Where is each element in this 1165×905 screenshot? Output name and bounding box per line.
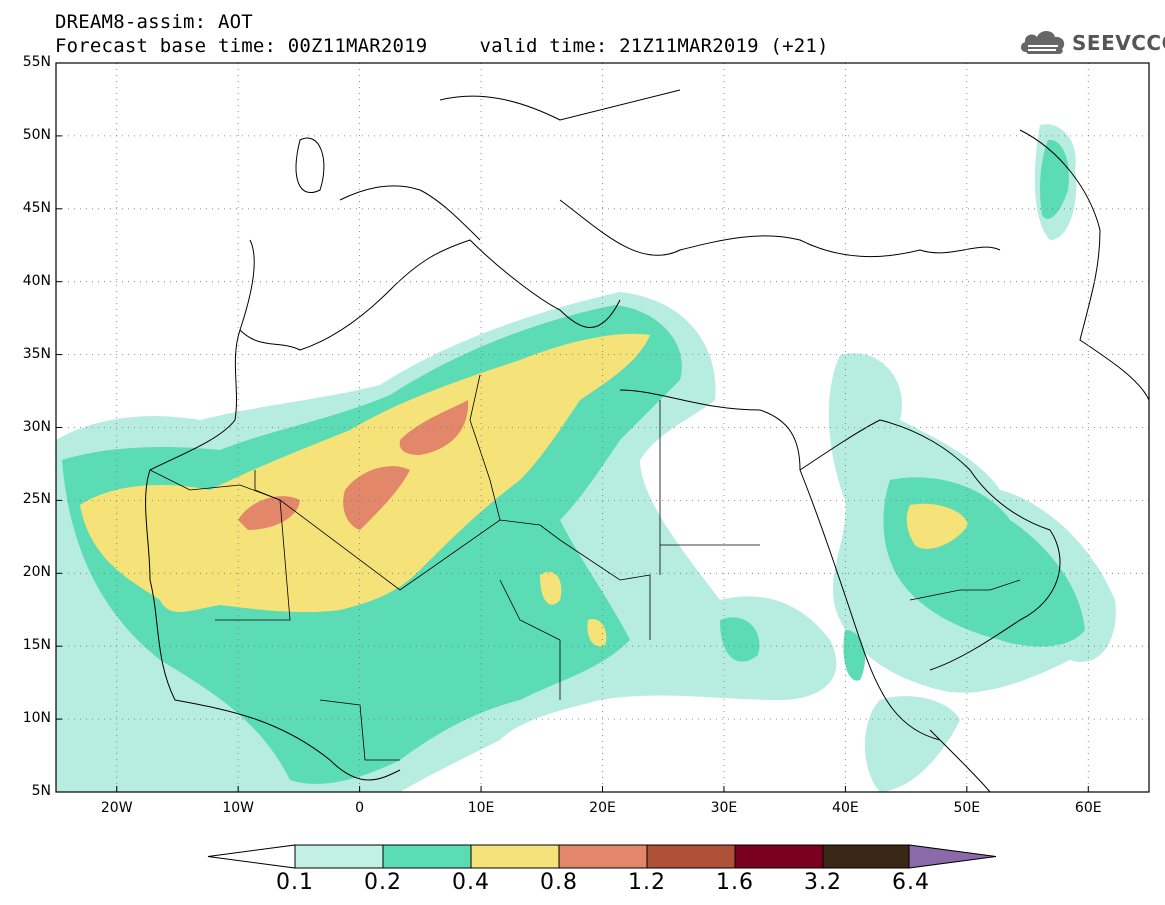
colorbar-label: 0.8 [540,870,578,895]
lon-label: 50E [953,800,981,816]
map-title: DREAM8-assim: AOT [55,11,253,33]
cloud-icon [1020,31,1065,54]
base-time: Forecast base time: 00Z11MAR2019 [55,35,428,57]
colorbar-label: 1.2 [628,870,666,895]
lat-label: 25N [22,491,51,508]
lon-label: 60E [1074,800,1102,816]
colorbar-label: 3.2 [804,870,842,895]
lat-label: 10N [22,710,51,727]
seevccc-logo: SEEVCCC [1018,24,1165,58]
lon-label: 10W [222,800,254,816]
lat-label: 15N [22,637,51,654]
aot-field-0.4-0.8 [80,333,968,647]
aot-field-0.8-1.2 [238,400,469,530]
colorbar-over-arrow [908,844,997,869]
logo-text: SEEVCCC [1072,31,1165,55]
lon-label: 0 [355,800,365,816]
lat-label: 40N [22,272,51,289]
lat-label: 5N [31,783,51,799]
lat-label: 30N [22,418,51,435]
lat-label: 50N [22,126,51,143]
lat-label: 45N [22,199,51,216]
colorbar-label: 0.1 [276,870,314,895]
lon-label: 20W [100,800,133,816]
colorbar-label: 6.4 [892,870,930,895]
colorbar-label: 1.6 [716,870,754,895]
lon-label: 20E [589,800,616,816]
lon-label: 40E [832,800,859,816]
colorbar-label: 0.2 [364,870,402,895]
lat-label: 55N [22,54,51,70]
lat-label: 35N [22,345,51,362]
lon-label: 10E [467,800,495,816]
valid-time: valid time: 21Z11MAR2019 (+21) [479,35,829,57]
colorbar [207,844,997,869]
colorbar-under-arrow [207,844,296,869]
time-info: Forecast base time: 00Z11MAR2019 valid ti… [55,36,829,56]
lon-label: 30E [710,800,738,816]
lat-label: 20N [22,564,51,581]
colorbar-label: 0.4 [452,870,490,895]
